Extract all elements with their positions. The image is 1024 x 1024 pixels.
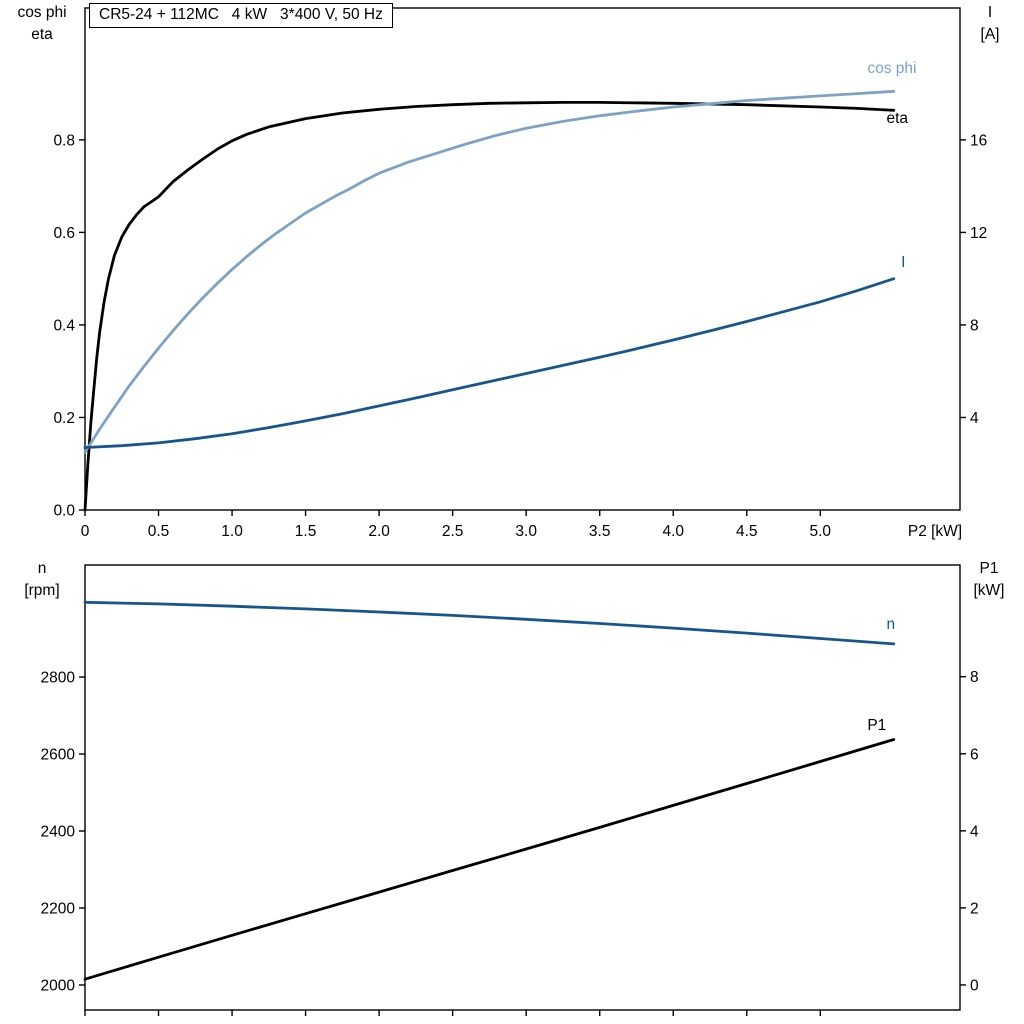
left-tick-label: 0.8 xyxy=(53,132,75,149)
x-tick-label: 2.5 xyxy=(442,523,464,540)
x-tick-label: 0 xyxy=(81,523,90,540)
chart-0: 0 0.5 1.0 1.5 2.0 2.5 3.0 3.5 4.0 4.5 5.0 P2 [kW] 0.… xyxy=(53,7,987,540)
top-chart-left-axis-title: cos phi eta xyxy=(0,2,84,46)
right-tick-label: 4 xyxy=(970,410,979,427)
axis-title-speed: n xyxy=(37,560,47,577)
left-tick-label: 0.2 xyxy=(53,410,75,427)
curve-label-I: I xyxy=(901,254,905,271)
right-tick-label: 8 xyxy=(970,669,979,686)
x-tick-label: 3.0 xyxy=(515,523,537,540)
x-tick-label: 4.0 xyxy=(662,523,684,540)
left-tick-label: 2200 xyxy=(41,900,76,917)
axis-title-current: I xyxy=(987,4,993,21)
series-P1 xyxy=(83,738,896,981)
right-tick-label: 8 xyxy=(970,317,979,334)
axis-title-cos-phi: cos phi xyxy=(17,4,67,21)
series-n xyxy=(83,600,896,646)
top-chart-right-axis-title: I [A] xyxy=(960,2,1020,46)
axis-title-p1: P1 xyxy=(979,560,999,577)
axis-title-eta: eta xyxy=(31,26,53,43)
x-tick-label: 0.5 xyxy=(148,523,170,540)
right-tick-label: 16 xyxy=(970,132,987,149)
series-cos-phi xyxy=(83,89,896,454)
curve-label-cos-phi: cos phi xyxy=(867,60,916,77)
x-tick-label: 1.5 xyxy=(295,523,317,540)
right-tick-label: 12 xyxy=(970,225,987,242)
x-tick-label: 5.0 xyxy=(810,523,832,540)
series-I xyxy=(83,277,896,449)
right-tick-label: 6 xyxy=(970,746,979,763)
left-tick-label: 2000 xyxy=(41,977,76,994)
left-tick-label: 2600 xyxy=(41,747,76,764)
series-eta xyxy=(83,101,896,512)
left-tick-label: 2800 xyxy=(41,670,76,687)
bottom-chart-right-axis-title: P1 [kW] xyxy=(958,558,1020,602)
axis-title-speed-unit: [rpm] xyxy=(24,582,60,599)
axis-title-p1-unit: [kW] xyxy=(973,582,1005,599)
plot-frame xyxy=(84,7,961,511)
curve-label-n: n xyxy=(886,616,895,633)
x-tick-label: 4.5 xyxy=(736,523,758,540)
x-tick-label: 1.0 xyxy=(221,523,243,540)
curve-label-eta: eta xyxy=(886,110,908,127)
bottom-chart-left-axis-title: n [rpm] xyxy=(0,558,84,602)
chart-1: 2000 2200 2400 2600 2800 0 2 4 6 8 n P1 xyxy=(41,564,979,1016)
plot-frame xyxy=(84,564,961,1011)
curve-label-P1: P1 xyxy=(867,717,886,734)
right-tick-label: 4 xyxy=(970,823,979,840)
right-tick-label: 2 xyxy=(970,900,979,917)
x-tick-label: 2.0 xyxy=(368,523,390,540)
left-tick-label: 0.6 xyxy=(53,225,75,242)
chart-title-box: CR5-24 + 112MC 4 kW 3*400 V, 50 Hz xyxy=(89,3,393,28)
left-tick-label: 0.0 xyxy=(53,503,75,520)
left-tick-label: 2400 xyxy=(41,823,76,840)
axis-title-current-unit: [A] xyxy=(980,26,1000,43)
left-tick-label: 0.4 xyxy=(53,317,75,334)
x-tick-label: 3.5 xyxy=(589,523,611,540)
x-axis-label: P2 [kW] xyxy=(908,523,962,540)
right-tick-label: 0 xyxy=(970,977,979,994)
